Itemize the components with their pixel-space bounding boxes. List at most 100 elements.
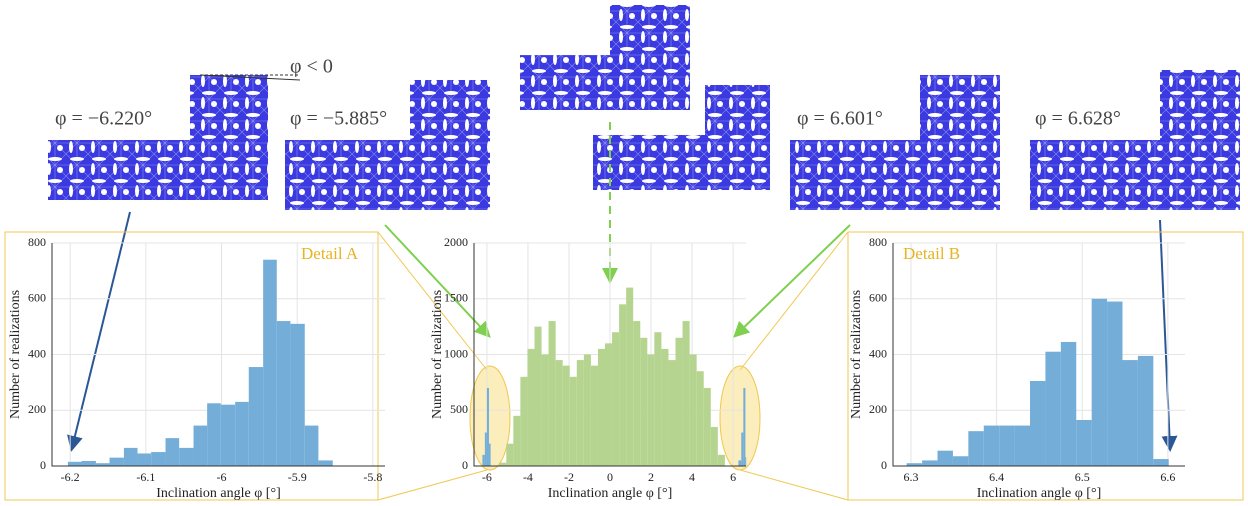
bar — [683, 321, 690, 466]
bar — [485, 433, 487, 466]
bar — [676, 338, 683, 466]
bar — [1138, 356, 1153, 466]
y-tick-label: 2000 — [444, 235, 468, 249]
bar — [1030, 381, 1045, 466]
bar — [743, 388, 745, 466]
callout: φ = −5.885° — [290, 108, 387, 130]
bar — [290, 324, 304, 466]
bar — [138, 453, 152, 466]
bar — [1076, 420, 1091, 466]
bar — [647, 355, 654, 467]
y-tick-label: 200 — [869, 402, 887, 416]
bar — [577, 360, 584, 466]
bar — [221, 405, 235, 466]
bar — [124, 448, 138, 466]
bar — [318, 460, 332, 466]
bar — [626, 288, 633, 466]
bar — [1107, 302, 1122, 466]
bar — [654, 332, 661, 466]
bar — [110, 458, 124, 466]
x-tick-label: 0 — [607, 470, 613, 484]
y-tick-label: 800 — [869, 235, 887, 249]
bar — [745, 457, 746, 466]
y-tick-label: 500 — [450, 402, 468, 416]
x-tick-label: 2 — [648, 470, 654, 484]
x-axis-label: Inclination angle φ [°] — [977, 486, 1101, 501]
y-tick-label: 600 — [869, 291, 887, 305]
bar — [549, 321, 556, 466]
x-tick-label: -6.2 — [61, 470, 80, 484]
bar — [305, 426, 319, 466]
bar — [194, 426, 208, 466]
bar — [598, 349, 605, 466]
callout: φ = 6.601° — [797, 108, 883, 130]
x-tick-label: -2 — [564, 470, 574, 484]
bar — [999, 426, 1014, 466]
x-axis-label: Inclination angle φ [°] — [156, 486, 280, 501]
bar — [661, 349, 668, 466]
bar — [499, 463, 506, 466]
x-tick-label: -5.9 — [288, 470, 307, 484]
bar — [584, 355, 591, 467]
bar — [487, 388, 489, 466]
bar — [179, 448, 193, 466]
bar — [513, 416, 520, 466]
bar — [534, 327, 541, 466]
bar — [1061, 342, 1076, 466]
bar — [591, 366, 598, 466]
bar — [968, 431, 983, 466]
y-axis-label: Number of realizations — [8, 290, 23, 419]
bar — [633, 321, 640, 466]
bar — [640, 338, 647, 466]
detail-label: Detail B — [903, 244, 960, 263]
bar — [738, 460, 741, 466]
bar — [249, 367, 263, 466]
y-axis-label: Number of realizations — [849, 290, 864, 419]
y-tick-label: 0 — [462, 458, 468, 472]
bar — [704, 388, 711, 466]
bar — [1092, 299, 1107, 466]
bar — [151, 452, 165, 466]
x-tick-label: -5.8 — [363, 470, 382, 484]
x-tick-label: 6.4 — [989, 470, 1004, 484]
x-tick-label: 6.3 — [903, 470, 918, 484]
bar — [718, 455, 725, 466]
bar — [489, 444, 491, 466]
x-tick-label: 6.5 — [1075, 470, 1090, 484]
bar — [1015, 426, 1030, 466]
bar — [668, 360, 675, 466]
bar — [1122, 360, 1137, 466]
bar — [506, 444, 513, 466]
y-axis-label: Number of realizations — [430, 290, 445, 419]
bar — [619, 304, 626, 466]
x-tick-label: 4 — [689, 470, 695, 484]
detail-label: Detail A — [301, 244, 359, 263]
y-tick-label: 0 — [40, 458, 46, 472]
bar — [697, 371, 704, 466]
bar — [82, 461, 96, 466]
y-tick-label: 800 — [28, 235, 46, 249]
bar — [263, 260, 277, 466]
bar — [1153, 459, 1168, 466]
inequality: φ < 0 — [290, 56, 333, 78]
x-tick-label: 6 — [730, 470, 736, 484]
x-tick-label: -6 — [482, 470, 492, 484]
bar — [563, 366, 570, 466]
y-tick-label: 1500 — [444, 291, 468, 305]
figure: φ = −6.220° φ = −5.885° φ = 6.601° φ = 6… — [0, 0, 1248, 506]
bar — [207, 403, 221, 466]
y-tick-label: 400 — [28, 346, 46, 360]
bar — [711, 427, 718, 466]
bar — [277, 321, 291, 466]
x-axis-label: Inclination angle φ [°] — [548, 486, 672, 501]
bar — [527, 349, 534, 466]
bar — [556, 360, 563, 466]
x-tick-label: -6 — [217, 470, 227, 484]
bar — [741, 433, 743, 466]
bar — [984, 426, 999, 466]
callout: φ = 6.628° — [1035, 108, 1121, 130]
y-tick-label: 400 — [869, 346, 887, 360]
bar — [166, 438, 180, 466]
y-tick-label: 600 — [28, 291, 46, 305]
bar — [570, 377, 577, 466]
